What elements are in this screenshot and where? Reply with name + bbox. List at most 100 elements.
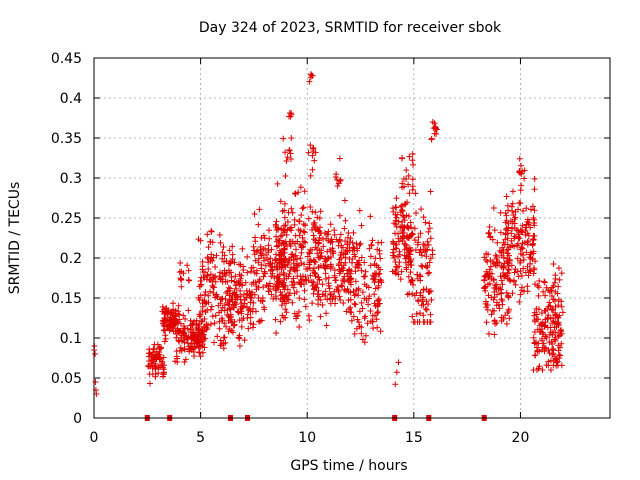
data-point [203, 326, 210, 333]
data-point [481, 254, 488, 261]
data-point [202, 289, 209, 296]
data-point [299, 243, 306, 250]
data-point [407, 262, 414, 269]
data-point [315, 287, 322, 294]
data-point [482, 300, 489, 307]
data-point [283, 309, 290, 316]
data-point [514, 227, 521, 234]
data-point [293, 313, 300, 320]
data-point [538, 310, 545, 317]
data-point [484, 271, 491, 278]
data-point [517, 200, 524, 207]
data-point [485, 330, 492, 337]
data-point [371, 261, 378, 268]
data-point [199, 349, 206, 356]
data-point [280, 229, 287, 236]
data-point [257, 317, 264, 324]
data-point [240, 303, 247, 310]
data-point [376, 300, 383, 307]
data-point [425, 241, 432, 248]
data-point [400, 213, 407, 220]
data-point [235, 309, 242, 316]
data-point [417, 230, 424, 237]
data-point [306, 257, 313, 264]
data-point [172, 358, 179, 365]
y-axis-label: SRMTID / TECUs [7, 182, 23, 295]
data-point [197, 353, 204, 360]
data-point [236, 317, 243, 324]
data-point [351, 300, 358, 307]
data-point [407, 258, 414, 265]
data-point [361, 259, 368, 266]
data-point [288, 264, 295, 271]
data-point [340, 299, 347, 306]
data-point [217, 269, 224, 276]
data-point [259, 295, 266, 302]
data-point [543, 334, 550, 341]
data-point [403, 212, 410, 219]
data-point [520, 256, 527, 263]
data-point [377, 328, 384, 335]
y-tick-label: 0 [73, 411, 82, 427]
data-point [433, 130, 440, 137]
data-point [517, 246, 524, 253]
data-point [481, 284, 488, 291]
data-point [426, 225, 433, 232]
data-point [324, 248, 331, 255]
data-point [515, 273, 522, 280]
data-point [247, 320, 254, 327]
data-point [509, 207, 516, 214]
data-point [529, 203, 536, 210]
data-point [527, 206, 534, 213]
data-point [516, 231, 523, 238]
data-point [413, 210, 420, 217]
data-point [531, 312, 538, 319]
data-point [348, 275, 355, 282]
data-point [218, 341, 225, 348]
data-point [268, 246, 275, 253]
data-point [267, 260, 274, 267]
data-point [389, 252, 396, 259]
data-point [162, 335, 169, 342]
data-point [393, 241, 400, 248]
data-point [358, 330, 365, 337]
data-point [516, 155, 523, 162]
data-point [409, 176, 416, 183]
data-point [547, 367, 554, 373]
data-point [217, 342, 224, 349]
data-point [342, 238, 349, 245]
data-point [207, 271, 214, 278]
data-point [291, 281, 298, 288]
data-point [182, 356, 189, 363]
data-point [393, 204, 400, 211]
data-point [493, 253, 500, 260]
data-point [325, 274, 332, 281]
data-point [492, 262, 499, 269]
y-tick-label: 0.1 [60, 331, 82, 347]
data-point [190, 348, 197, 355]
data-point [210, 290, 217, 297]
data-point [375, 297, 382, 304]
data-point [530, 248, 537, 255]
data-point [176, 311, 183, 318]
data-point [212, 294, 219, 301]
data-point [284, 226, 291, 233]
data-point [181, 359, 188, 365]
data-point [406, 244, 413, 251]
data-point [253, 286, 260, 293]
data-point [175, 320, 182, 327]
data-point [358, 254, 365, 261]
data-point [399, 235, 406, 242]
data-point [399, 180, 406, 187]
data-point [350, 313, 357, 320]
data-point [291, 190, 298, 197]
data-point [239, 245, 246, 252]
data-point [244, 269, 251, 276]
data-point [397, 276, 404, 283]
data-point [286, 270, 293, 277]
data-point [191, 344, 198, 351]
data-point [312, 284, 319, 291]
data-point [418, 249, 425, 256]
data-point [502, 219, 509, 226]
data-point [322, 270, 329, 277]
